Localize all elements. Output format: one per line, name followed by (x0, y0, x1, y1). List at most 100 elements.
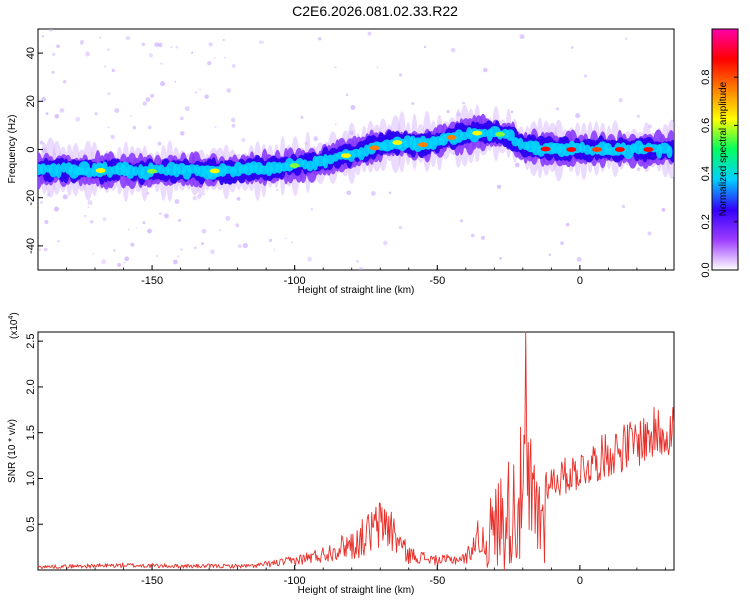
noise-speck (117, 263, 121, 267)
noise-speck (130, 115, 132, 117)
noise-speck (334, 65, 337, 69)
noise-speck (174, 199, 180, 204)
noise-speck (222, 38, 225, 42)
noise-speck (276, 189, 279, 192)
spectrogram-y-ticks: -40 -20 0 20 40 (25, 47, 43, 254)
spectral-blob (306, 160, 314, 172)
noise-speck (124, 256, 130, 262)
y-tick-label: 1.0 (25, 471, 37, 486)
y-tick-label: 20 (25, 95, 37, 107)
noise-speck (483, 67, 488, 73)
spectral-hotspot (147, 168, 158, 174)
noise-speck (157, 141, 162, 146)
y-tick-label: 2.5 (25, 334, 37, 349)
noise-speck (225, 215, 231, 221)
noise-speck (87, 206, 90, 209)
spectral-blob (480, 128, 489, 138)
spectrogram-heatmap (38, 29, 674, 270)
x-tick-label: 0 (577, 575, 583, 587)
spectral-hotspot (341, 153, 352, 159)
noise-speck (618, 98, 623, 103)
noise-speck (214, 126, 217, 129)
snr-multiplier-exponent: 4 (8, 316, 15, 320)
noise-speck (367, 31, 372, 36)
noise-speck (398, 226, 403, 230)
snr-x-ticks: -150 -100 -50 0 (37, 565, 666, 587)
noise-speck (376, 66, 379, 69)
snr-plot-area (37, 331, 675, 571)
colorbar-ticks: 0.0 0.2 0.4 0.6 0.8 (700, 70, 738, 278)
snr-y-axis-label: SNR (10 * v/v) (7, 419, 18, 483)
noise-speck (190, 51, 194, 54)
noise-speck (636, 114, 641, 118)
noise-speck (318, 37, 322, 41)
noise-speck (647, 231, 652, 236)
snr-axis-multiplier: (x104) (8, 312, 20, 339)
noise-speck (259, 40, 263, 44)
noise-speck (519, 34, 525, 40)
noise-speck (241, 138, 246, 142)
noise-speck (170, 46, 173, 49)
snr-series-line (37, 331, 675, 571)
noise-speck (38, 248, 42, 252)
chart-title: C2E6.2026.081.02.33.R22 (292, 3, 458, 19)
noise-speck (110, 134, 115, 140)
noise-speck (548, 253, 552, 257)
noise-speck (41, 35, 45, 38)
spectral-hotspot (392, 140, 403, 145)
noise-speck (123, 261, 126, 264)
noise-speck (56, 44, 60, 49)
noise-speck (242, 242, 248, 248)
noise-speck (101, 259, 107, 265)
noise-speck (411, 101, 415, 106)
noise-speck (208, 42, 213, 47)
noise-speck (219, 229, 221, 232)
x-tick-label: -100 (284, 275, 306, 287)
noise-speck (192, 196, 197, 201)
noise-speck (180, 248, 183, 251)
noise-speck (154, 42, 159, 48)
noise-speck (39, 200, 44, 204)
spectral-hotspot (643, 147, 654, 152)
noise-speck (307, 256, 312, 262)
noise-speck (370, 190, 376, 196)
noise-speck (423, 45, 427, 49)
spectral-blob (125, 164, 135, 179)
noise-speck (150, 93, 155, 98)
noise-speck (356, 260, 359, 263)
spectral-blob (284, 157, 295, 172)
spectral-hotspot (369, 145, 380, 151)
noise-speck (125, 35, 131, 41)
spectrogram-x-ticks: -150 -100 -50 0 (37, 265, 666, 287)
y-tick-label: -40 (25, 238, 37, 254)
noise-speck (102, 217, 107, 222)
noise-speck (107, 92, 111, 96)
y-tick-label: -20 (25, 190, 37, 206)
noise-speck (44, 219, 49, 225)
noise-speck (565, 222, 570, 227)
colorbar-tick-label: 0.2 (700, 214, 712, 229)
noise-speck (53, 206, 59, 212)
spectral-hotspot (95, 168, 106, 173)
noise-speck (57, 240, 60, 243)
noise-speck (383, 240, 388, 246)
x-tick-label: -50 (429, 575, 445, 587)
noise-speck (231, 123, 236, 128)
noise-speck (174, 80, 177, 83)
noise-speck (560, 241, 564, 246)
colorbar-tick-label: 0.6 (700, 118, 712, 133)
noise-speck (571, 46, 574, 49)
noise-speck (226, 88, 231, 93)
y-tick-label: 0 (25, 146, 37, 152)
noise-speck (104, 65, 107, 68)
noise-speck (499, 256, 502, 260)
spectrogram-panel: -150 -100 -50 0 -40 -20 0 20 40 Height of strai… (7, 28, 675, 296)
noise-speck (142, 221, 146, 225)
colorbar-tick-label: 0.4 (700, 166, 712, 181)
noise-speck (111, 68, 115, 73)
noise-speck (175, 45, 179, 49)
spectral-blob (666, 145, 673, 159)
noise-speck (159, 212, 162, 215)
noise-speck (350, 104, 356, 110)
noise-speck (51, 70, 55, 74)
